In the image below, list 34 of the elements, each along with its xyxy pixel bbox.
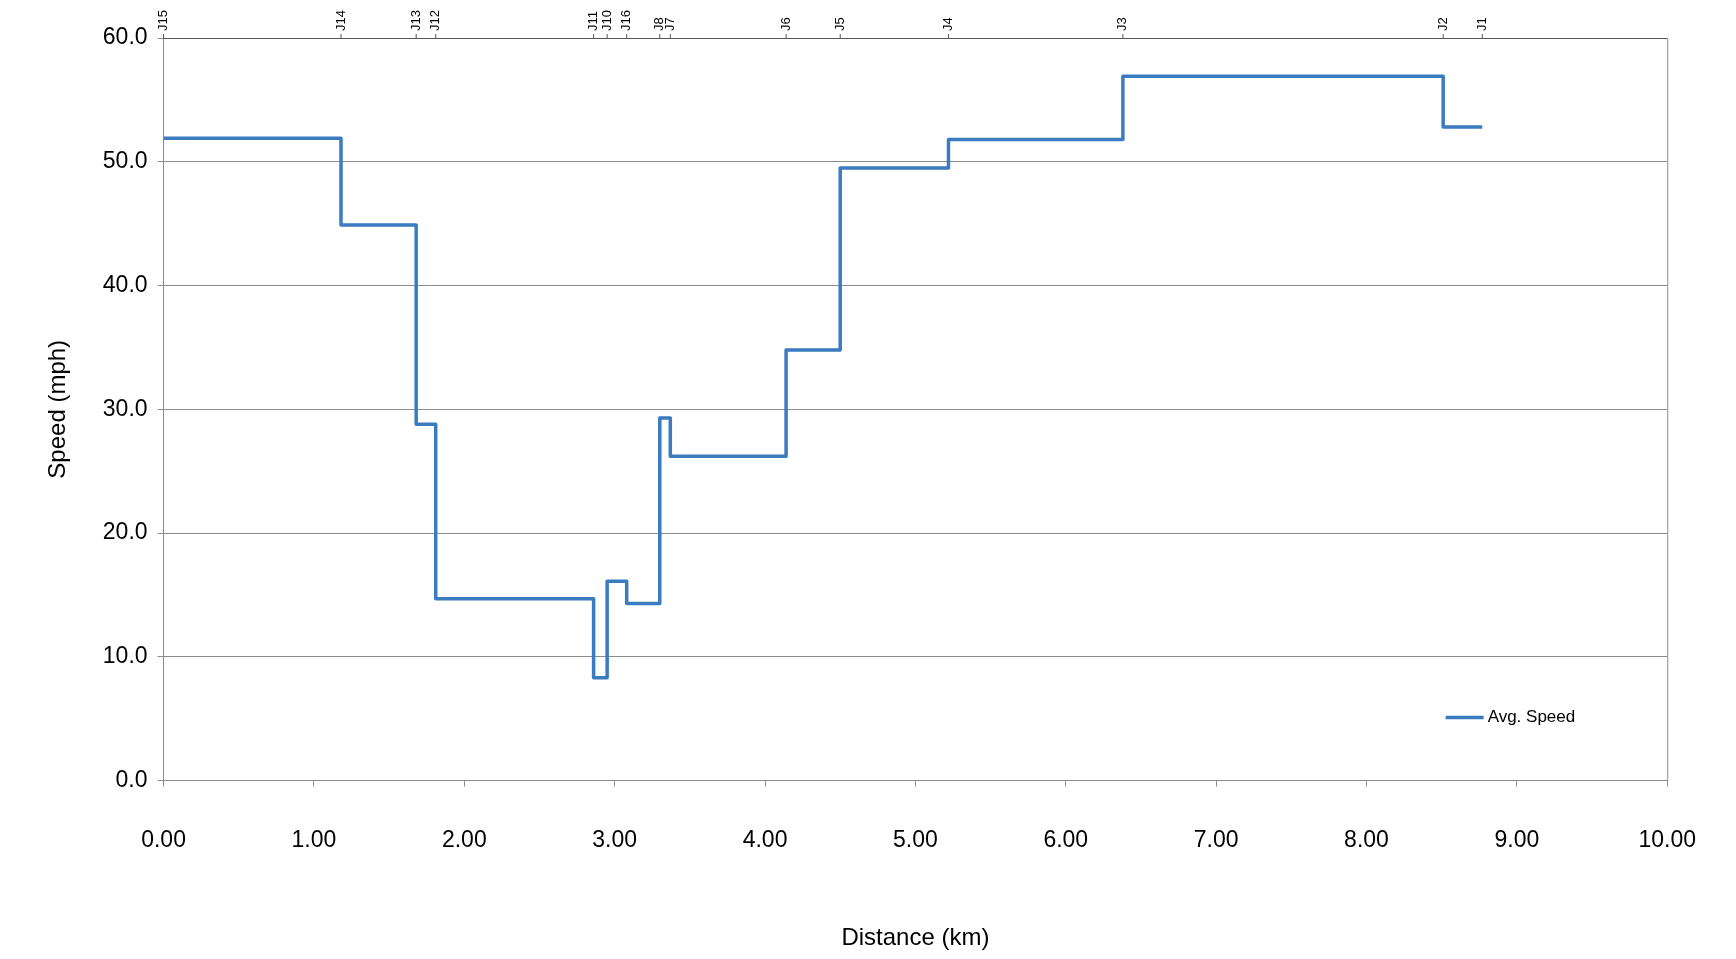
ref-line-label: J13 bbox=[407, 10, 423, 31]
y-tick-label: 60.0 bbox=[102, 23, 148, 50]
x-tick-label: 3.00 bbox=[592, 825, 638, 852]
ref-line-label: J14 bbox=[332, 10, 348, 31]
x-tick-label: 8.00 bbox=[1344, 825, 1389, 852]
x-tick-label: 7.00 bbox=[1193, 825, 1239, 852]
ref-line-label: J16 bbox=[618, 10, 634, 31]
legend-label: Avg. Speed bbox=[1487, 707, 1576, 727]
y-tick-label: 20.0 bbox=[102, 518, 148, 545]
ref-line-label: J15 bbox=[155, 10, 171, 31]
x-tick-label: 9.00 bbox=[1494, 825, 1540, 852]
y-tick-label: 30.0 bbox=[102, 394, 148, 421]
y-tick-label: 40.0 bbox=[102, 270, 148, 297]
x-tick-label: 0.00 bbox=[141, 825, 186, 852]
ref-line-label: J5 bbox=[831, 17, 847, 31]
x-tick-label: 4.00 bbox=[742, 825, 788, 852]
ref-line-label: J10 bbox=[598, 10, 614, 31]
x-tick-label: 5.00 bbox=[893, 825, 938, 852]
y-tick-label: 10.0 bbox=[102, 642, 148, 669]
y-tick-label: 50.0 bbox=[102, 147, 148, 174]
ref-line-label: J3 bbox=[1114, 17, 1130, 31]
ref-line-label: J11 bbox=[585, 11, 601, 31]
ref-line-label: J6 bbox=[777, 17, 793, 31]
y-axis-title: Speed (mph) bbox=[43, 339, 71, 479]
x-axis-title: Distance (km) bbox=[841, 923, 990, 951]
x-tick-label: 2.00 bbox=[441, 825, 487, 852]
y-tick-label: 0.0 bbox=[115, 765, 148, 792]
ref-line-label: J1 bbox=[1473, 17, 1489, 31]
ref-line-label: J12 bbox=[427, 10, 443, 31]
x-tick-label: 6.00 bbox=[1043, 825, 1089, 852]
x-tick-label: 1.00 bbox=[291, 825, 337, 852]
ref-line-label: J4 bbox=[940, 17, 956, 31]
x-tick-label: 10.00 bbox=[1638, 825, 1696, 852]
ref-line-label: J2 bbox=[1434, 17, 1450, 31]
